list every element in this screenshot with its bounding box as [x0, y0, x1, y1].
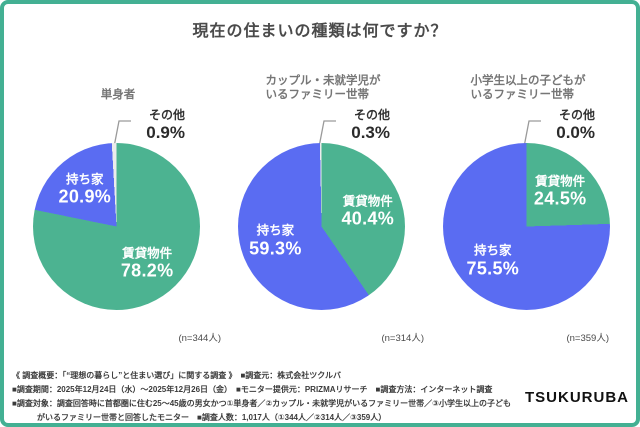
slice-label: 賃貸物件 78.2%: [121, 246, 174, 281]
slice-percent: 59.3%: [249, 238, 302, 259]
chart-title-text: カップル・未就学児が いるファミリー世帯: [265, 75, 381, 101]
slice-percent: 78.2%: [120, 260, 174, 281]
slice-percent: 24.5%: [533, 188, 587, 209]
callout-label: その他: [558, 108, 595, 122]
slice-name: 持ち家: [474, 243, 512, 258]
slice-label: 持ち家 75.5%: [467, 244, 520, 279]
chart-title-text: 単身者: [100, 88, 136, 101]
pie-chart-schoolage-family: 小学生以上の子どもが いるファミリー世帯 その他 0.0% 賃貸物件 24.5% 持…: [423, 4, 633, 354]
slice-percent: 75.5%: [466, 258, 520, 279]
sample-size-label: (n=314人): [381, 333, 424, 344]
callout-value: 0.9%: [146, 123, 185, 142]
other-slice-callout: その他 0.3%: [351, 106, 390, 142]
pie: 賃貸物件 78.2% 持ち家 20.9%: [33, 143, 200, 310]
survey-note-line: ■調査期間：2025年12月24日（水）～2025年12月26日（金） ■モニタ…: [12, 385, 493, 394]
page-title: 現在の住まいの種類は何ですか？: [192, 23, 448, 40]
other-slice-callout: その他 0.0%: [556, 106, 595, 142]
survey-notes: 《 調査概要：「“理想の暮らし”と住まい選び」に関する調査 》 ■調査元：株式会…: [12, 369, 568, 423]
slice-name: 持ち家: [66, 172, 104, 187]
slice-label: 賃貸物件 40.4%: [341, 195, 394, 230]
slice-name: 賃貸物件: [342, 194, 393, 209]
slice-name: 賃貸物件: [122, 246, 173, 261]
callout-leader-line-icon: [318, 120, 336, 148]
callout-leader-line-icon: [113, 120, 131, 148]
callout-label: その他: [353, 108, 390, 122]
pie-chart-singles: 単身者 その他 0.9% 賃貸物件 78.2% 持ち家 20.9% (n=344人): [13, 4, 223, 354]
slice-percent: 20.9%: [58, 186, 112, 207]
other-slice-callout: その他 0.9%: [146, 106, 185, 142]
slice-name: 賃貸物件: [535, 174, 586, 189]
survey-note-line: がいるファミリー世帯と回答したモニター ■調査人数：1,017人（①344人／②…: [37, 413, 387, 422]
callout-value: 0.0%: [556, 123, 595, 142]
callout-value: 0.3%: [351, 123, 390, 142]
chart-title: 小学生以上の子どもが いるファミリー世帯: [423, 66, 633, 102]
survey-note-line: ■調査対象：調査回答時に首都圏に住む25～45歳の男女かつ①単身者／②カップル・…: [12, 399, 511, 408]
pie: 賃貸物件 24.5% 持ち家 75.5%: [443, 143, 610, 310]
slice-name: 持ち家: [256, 223, 295, 238]
tsukuruba-logo: TSUKURUBA: [525, 389, 629, 406]
survey-note-line: 《 調査概要：「“理想の暮らし”と住まい選び」に関する調査 》 ■調査元：株式会…: [12, 371, 342, 380]
callout-label: その他: [148, 108, 185, 122]
slice-label: 賃貸物件 24.5%: [534, 174, 587, 209]
chart-title: 単身者: [13, 66, 223, 102]
sample-size-label: (n=359人): [566, 333, 609, 344]
chart-title-text: 小学生以上の子どもが いるファミリー世帯: [470, 75, 586, 101]
pie: 賃貸物件 40.4% 持ち家 59.3%: [238, 143, 405, 310]
pie-chart-couple-preschool-family: カップル・未就学児が いるファミリー世帯 その他 0.3% 賃貸物件 40.4% 持…: [218, 4, 428, 354]
slice-label: 持ち家 20.9%: [59, 172, 112, 207]
sample-size-label: (n=344人): [178, 333, 221, 344]
slice-percent: 40.4%: [341, 208, 395, 229]
slice-label: 持ち家 59.3%: [249, 224, 302, 259]
chart-title: カップル・未就学児が いるファミリー世帯: [218, 66, 428, 102]
callout-leader-line-icon: [523, 120, 541, 148]
